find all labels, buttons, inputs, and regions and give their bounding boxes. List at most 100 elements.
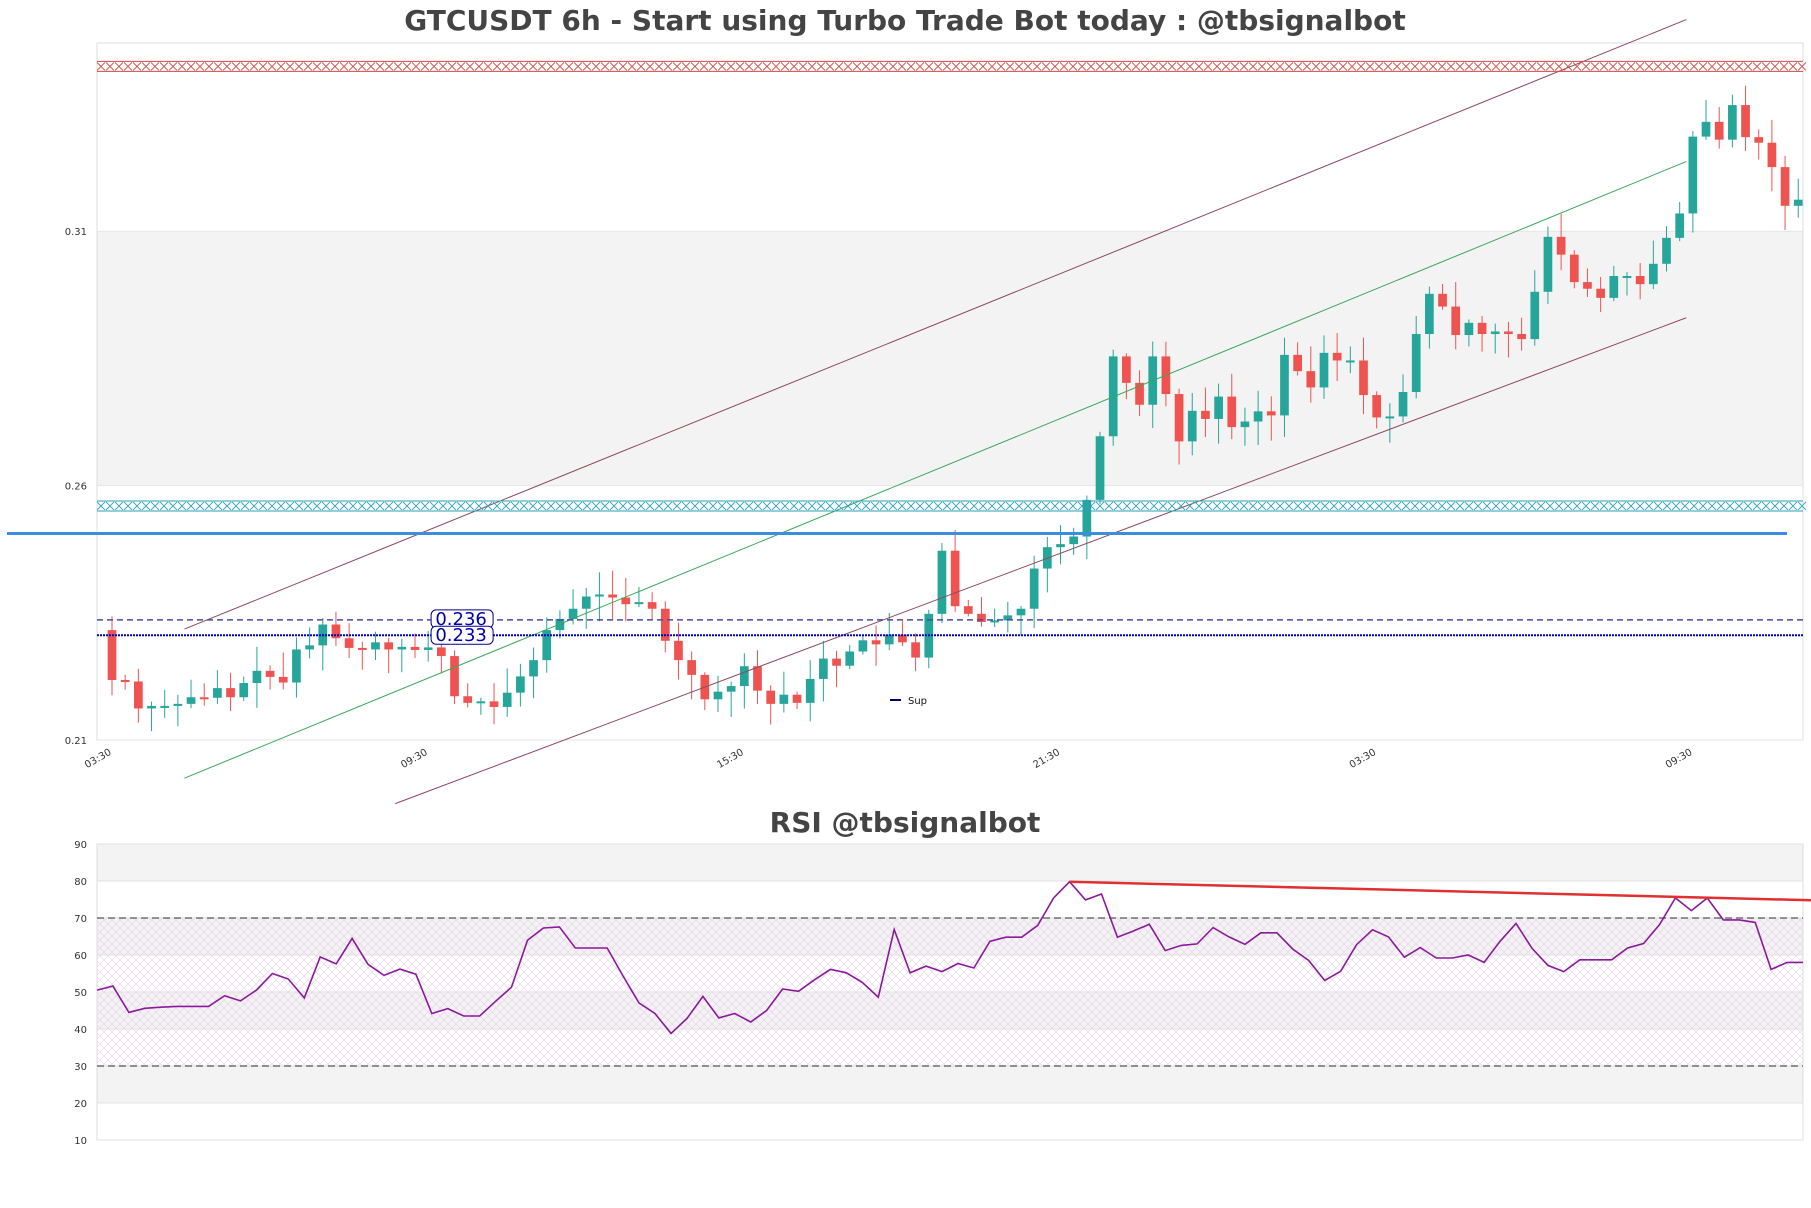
candle-body <box>726 686 736 692</box>
resistance-x-band-x-mark <box>1329 62 1339 71</box>
resistance-x-band-x-mark <box>1671 62 1681 71</box>
support-x-band-x-mark <box>1365 501 1375 511</box>
rsi-ytick-label: 20 <box>74 1099 87 1110</box>
resistance-x-band-x-mark <box>744 62 754 71</box>
resistance-x-band-x-mark <box>1014 62 1024 71</box>
candle-body <box>1003 615 1013 621</box>
candle-body <box>1385 416 1395 419</box>
price-ytick-label: 0.31 <box>65 227 87 238</box>
support-x-band-x-mark <box>240 501 250 511</box>
resistance-x-band-x-mark <box>438 62 448 71</box>
channel-center-line <box>184 161 1687 779</box>
resistance-x-band-x-mark <box>1428 62 1438 71</box>
resistance-x-band-x-mark <box>906 62 916 71</box>
support-x-band-x-mark <box>339 501 349 511</box>
candle-body <box>410 646 420 650</box>
resistance-x-band-x-mark <box>1203 62 1213 71</box>
support-x-band-x-mark <box>420 501 430 511</box>
support-x-band-x-mark <box>168 501 178 511</box>
resistance-x-band-x-mark <box>1248 62 1258 71</box>
candle-body <box>1728 105 1737 140</box>
rsi-ytick-label: 80 <box>74 877 87 888</box>
resistance-x-band-x-mark <box>861 62 871 71</box>
support-x-band-x-mark <box>1680 501 1690 511</box>
candle-body <box>1767 142 1777 168</box>
resistance-x-band-x-mark <box>528 62 538 71</box>
support-x-band-x-mark <box>132 501 142 511</box>
support-x-band-x-mark <box>393 501 403 511</box>
support-x-band-x-mark <box>1122 501 1132 511</box>
candle-body <box>1332 352 1342 361</box>
resistance-x-band-x-mark <box>141 62 151 71</box>
resistance-x-band-x-mark <box>1302 62 1312 71</box>
support-x-band-x-mark <box>681 501 691 511</box>
support-x-band-x-mark <box>816 501 826 511</box>
resistance-x-band-x-mark <box>1698 62 1708 71</box>
support-x-band-x-mark <box>843 501 853 511</box>
resistance-x-band-x-mark <box>600 62 610 71</box>
support-x-band-x-mark <box>1257 501 1267 511</box>
candle-body <box>1214 396 1223 419</box>
resistance-x-band-x-mark <box>654 62 664 71</box>
candle-body <box>898 634 907 643</box>
resistance-x-band-x-mark <box>1374 62 1384 71</box>
resistance-x-band-x-mark <box>213 62 223 71</box>
resistance-x-band-x-mark <box>564 62 574 71</box>
support-x-band-x-mark <box>294 501 304 511</box>
support-x-band-x-mark <box>1725 501 1735 511</box>
support-x-band-x-mark <box>564 501 574 511</box>
support-x-band-x-mark <box>1671 501 1681 511</box>
support-x-band-x-mark <box>897 501 907 511</box>
resistance-x-band-x-mark <box>1365 62 1375 71</box>
support-x-band-x-mark <box>330 501 340 511</box>
support-x-band-x-mark <box>1707 501 1717 511</box>
resistance-x-band-x-mark <box>870 62 880 71</box>
resistance-x-band-x-mark <box>1410 62 1420 71</box>
resistance-x-band-x-mark <box>942 62 952 71</box>
support-x-band-x-mark <box>924 501 934 511</box>
support-x-band-x-mark <box>456 501 466 511</box>
candle-body <box>634 602 644 605</box>
candle-body <box>529 660 538 677</box>
support-x-band-x-mark <box>744 501 754 511</box>
resistance-x-band-x-mark <box>1140 62 1150 71</box>
resistance-x-band-x-mark <box>798 62 808 71</box>
support-x-band-x-mark <box>861 501 871 511</box>
resistance-x-band-x-mark <box>1455 62 1465 71</box>
candle-body <box>621 597 631 605</box>
support-x-band-x-mark <box>528 501 538 511</box>
resistance-x-band-x-mark <box>1617 62 1627 71</box>
candle-body <box>292 649 301 683</box>
candle-body <box>1569 254 1579 283</box>
resistance-x-band-x-mark <box>1743 62 1753 71</box>
main-chart-title: GTCUSDT 6h - Start using Turbo Trade Bot… <box>404 4 1405 37</box>
support-x-band-x-mark <box>1491 501 1501 511</box>
support-x-band-x-mark <box>1590 501 1600 511</box>
support-x-band-x-mark <box>492 501 502 511</box>
support-x-band-x-mark <box>573 501 583 511</box>
resistance-x-band-x-mark <box>717 62 727 71</box>
support-x-band-x-mark <box>1509 501 1519 511</box>
candle-body <box>990 620 999 623</box>
candle-body <box>252 670 262 684</box>
resistance-x-band-x-mark <box>393 62 403 71</box>
resistance-x-band-x-mark <box>1023 62 1033 71</box>
support-x-band-x-mark <box>1113 501 1123 511</box>
resistance-x-band-x-mark <box>1608 62 1618 71</box>
resistance-x-band-x-mark <box>618 62 628 71</box>
support-x-band-x-mark <box>258 501 268 511</box>
resistance-x-band-x-mark <box>411 62 421 71</box>
support-x-band-x-mark <box>1797 501 1807 511</box>
resistance-x-band-x-mark <box>1149 62 1159 71</box>
resistance-x-band-x-mark <box>771 62 781 71</box>
candle-body <box>502 692 512 707</box>
support-x-band-x-mark <box>1770 501 1780 511</box>
candle-body <box>1662 237 1671 264</box>
support-x-band-x-mark <box>438 501 448 511</box>
candle-body <box>476 701 486 704</box>
resistance-x-band-x-mark <box>978 62 988 71</box>
candle-body <box>1082 499 1092 537</box>
candle-body <box>344 638 354 648</box>
resistance-x-band-x-mark <box>204 62 214 71</box>
support-x-band-x-mark <box>690 501 700 511</box>
